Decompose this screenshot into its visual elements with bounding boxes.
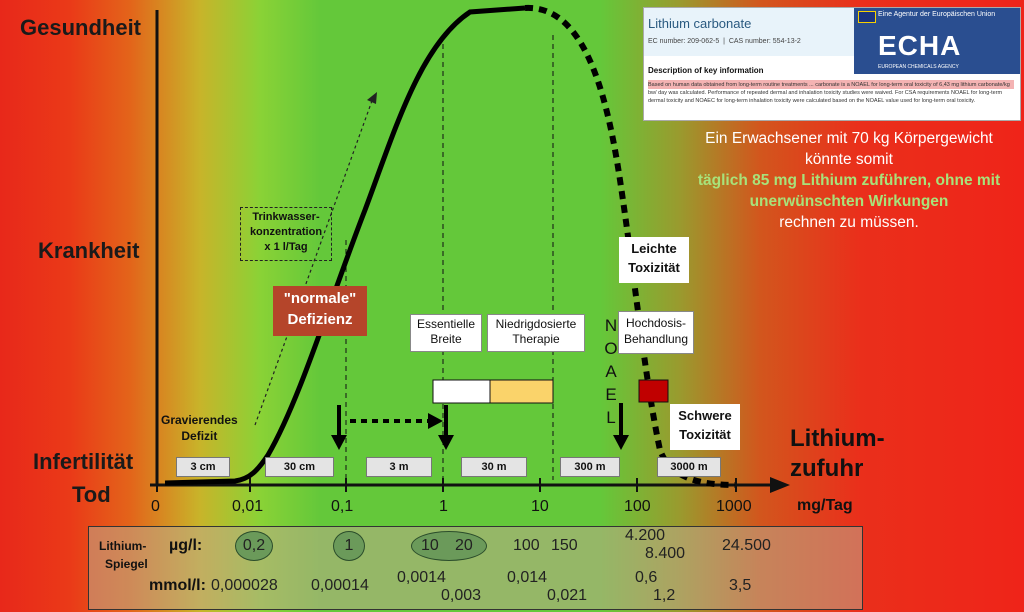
echa-substance-header [644,8,854,56]
x-tick-6: 1000 [716,498,752,515]
echa-highlight [648,80,1014,89]
ugl-value-1: 1 [333,531,365,561]
down-arrows [337,403,623,438]
mmol-value-0: 0,000028 [211,577,278,594]
mild-toxicity-label: Leichte Toxizität [619,237,689,283]
dose-range-2: 30 cm [265,457,334,477]
dose-range-5: 300 m [560,457,620,477]
echa-title: Lithium carbonate [648,16,752,31]
y-label-infertility: Infertilität [33,449,134,474]
ugl-value-6: 4.200 [625,527,666,544]
echa-banner: Eine Agentur der Europäischen Union [878,11,996,18]
y-label-disease: Krankheit [38,238,140,263]
lithium-levels-panel: Lithium- Spiegel µg/l: mmol/l: 0,2 1 10 … [88,526,863,610]
x-tick-3: 1 [439,498,448,515]
dose-range-4: 30 m [461,457,527,477]
mmol-value-8: 3,5 [729,577,752,594]
ugl-pill-10-20 [411,531,487,561]
ugl-value-4: 100 [513,537,540,554]
ugl-value-2: 10 [421,537,439,554]
mmol-value-4: 0,014 [507,569,548,586]
echa-desc-title: Description of key information [648,66,764,75]
guide-lines [345,35,554,480]
x-tick-5: 100 [624,498,651,515]
echa-body: Based on human data obtained from long-t… [648,82,1010,104]
x-tick-1: 0,01 [232,498,264,515]
ugl-value-3: 20 [455,537,473,554]
drinking-water-note: Trinkwasser- konzentration x 1 l/Tag [240,207,332,261]
echa-logo: ECHA [878,30,962,61]
statement: Ein Erwachsener mit 70 kg Körpergewicht … [697,130,1001,231]
normal-deficiency-label: "normale" Defizienz [273,286,367,336]
echa-logo-area: Eine Agentur der Europäischen Union ECHA… [854,8,1020,74]
high-dose-box [638,379,669,403]
y-label-death: Tod [72,482,111,507]
x-axis-title-1: Lithium- [790,425,885,452]
ugl-value-5: 150 [551,537,578,554]
mmol-value-5: 0,021 [547,587,588,604]
dose-range-1: 3 cm [176,457,230,477]
echa-logo-subtitle: EUROPEAN CHEMICALS AGENCY [878,64,959,70]
dose-range-3: 3 m [366,457,432,477]
levels-label-2: Spiegel [105,557,148,571]
essential-range-box [432,379,491,404]
mmol-value-7: 1,2 [653,587,676,604]
thin-arrow [254,97,374,426]
severe-toxicity-label: Schwere Toxizität [670,404,740,450]
ugl-label: µg/l: [169,537,203,554]
low-dose-therapy-box [489,379,554,404]
x-axis-unit: mg/Tag [797,497,853,514]
x-axis-ticks [156,478,737,492]
x-axis-title-2: zufuhr [790,455,864,482]
echa-excerpt: Lithium carbonate EC number: 209-062-5 |… [643,7,1021,121]
shift-arrow-head [428,413,443,429]
low-dose-therapy-label: Niedrigdosierte Therapie [487,314,585,352]
dose-range-6: 3000 m [657,457,721,477]
thin-arrow-head [367,92,377,104]
ugl-value-8: 24.500 [722,537,771,554]
mmol-value-1: 0,00014 [311,577,369,594]
x-tick-2: 0,1 [331,498,354,515]
ugl-value-7: 8.400 [645,545,686,562]
echa-ids: EC number: 209-062-5 | CAS number: 554-1… [648,38,801,45]
dose-response-curve [164,5,526,486]
x-axis-arrowhead [770,477,790,493]
levels-label-1: Lithium- [99,539,147,553]
high-dose-treatment-label: Hochdosis- Behandlung [618,311,694,354]
essential-range-label: Essentielle Breite [410,314,482,352]
y-label-health: Gesundheit [20,15,142,40]
mmol-value-2: 0,0014 [397,569,446,586]
x-tick-0: 0 [151,498,160,515]
noael-label: N O A E L [604,316,618,427]
mmol-value-3: 0,003 [441,587,482,604]
severe-deficit-label: Gravierendes Defizit [161,413,238,443]
mmol-label: mmol/l: [149,577,206,594]
ugl-value-0: 0,2 [235,531,273,561]
x-tick-4: 10 [531,498,549,515]
mmol-value-6: 0,6 [635,569,658,586]
eu-flag-icon [858,11,876,23]
